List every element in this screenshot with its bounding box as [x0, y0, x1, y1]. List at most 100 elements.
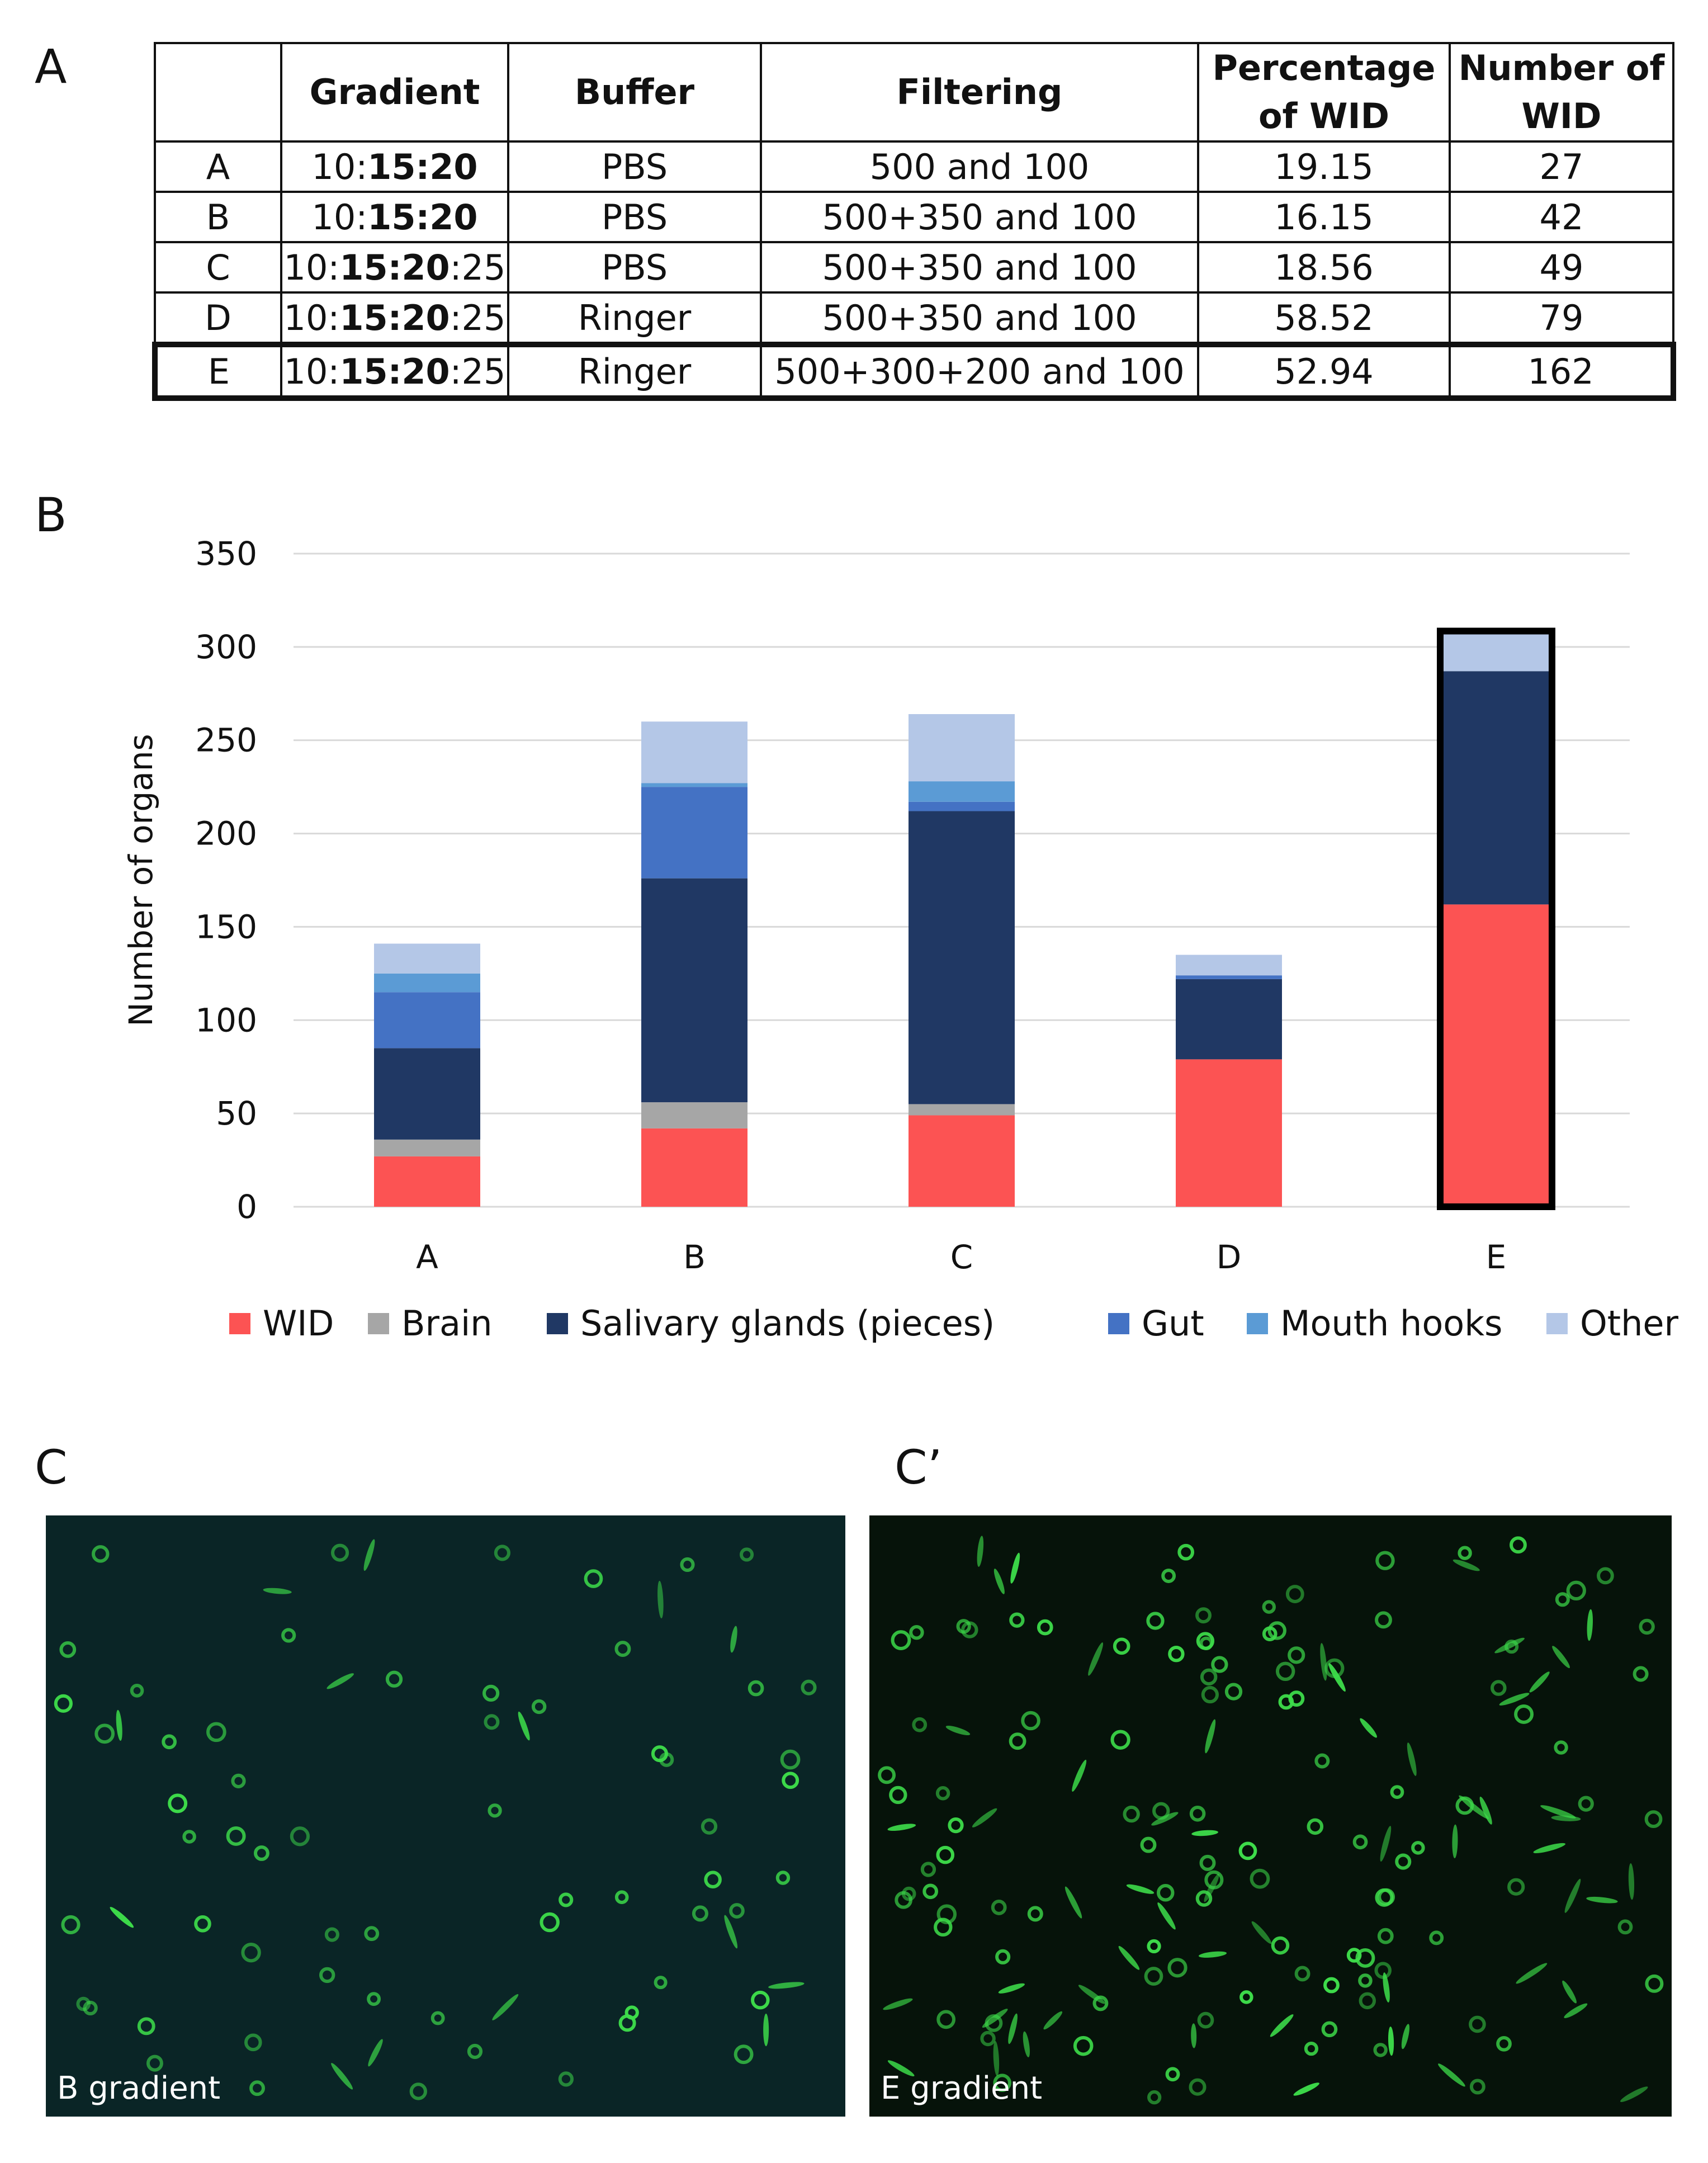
fluorescent-disc — [1496, 2036, 1512, 2052]
fluorescent-disc — [1510, 1536, 1527, 1554]
table-row: B 10:15:20 PBS 500+350 and 100 16.15 42 — [154, 191, 1674, 243]
fluorescent-disc — [730, 1626, 737, 1653]
fluorescent-disc — [94, 1723, 115, 1744]
gradient-cell: 10:15:20:25 — [280, 291, 509, 346]
fluorescent-disc — [1189, 2078, 1207, 2096]
fluorescent-disc — [162, 1734, 177, 1750]
fluorescent-disc — [1328, 1663, 1346, 1692]
fluorescent-disc — [1380, 1826, 1392, 1862]
fluorescent-disc — [1494, 1637, 1525, 1654]
y-tick-label: 200 — [195, 815, 257, 853]
fluorescent-disc — [1197, 2011, 1214, 2029]
fluorescent-disc — [484, 1714, 500, 1730]
fluorescent-disc — [364, 1926, 380, 1942]
y-tick-label: 300 — [195, 628, 257, 666]
filtering-cell: 500+300+200 and 100 — [760, 342, 1199, 401]
fluorescent-disc — [1529, 1671, 1550, 1693]
legend-label: WID — [263, 1303, 334, 1344]
fluorescent-disc — [1586, 1896, 1618, 1904]
bar-segment — [909, 801, 1015, 811]
fluorescent-disc — [1352, 1834, 1368, 1850]
number-cell: 49 — [1449, 241, 1674, 294]
bar-segment — [374, 973, 480, 993]
fluorescent-disc — [324, 1927, 339, 1942]
bar-segment — [374, 1048, 480, 1140]
highlight-box — [1437, 627, 1555, 1210]
fluorescent-disc — [887, 1824, 916, 1831]
fluorescent-disc — [1199, 1951, 1227, 1958]
fluorescent-disc — [1452, 1559, 1480, 1571]
fluorescent-disc — [1314, 1753, 1330, 1769]
fluorescent-disc — [558, 2071, 574, 2087]
bar-segment — [641, 787, 747, 879]
fluorescent-disc — [935, 1786, 950, 1801]
fluorescent-disc — [488, 1803, 502, 1818]
fluorescent-disc — [241, 1942, 261, 1963]
fluorescent-disc — [1320, 1643, 1327, 1681]
fluorescent-disc — [494, 1545, 510, 1561]
fluorescent-disc — [1375, 1551, 1395, 1570]
fluorescent-disc — [1346, 1948, 1362, 1963]
bar-segment — [909, 811, 1015, 1104]
fluorescent-disc — [1499, 1693, 1530, 1706]
y-tick-label: 100 — [195, 1001, 257, 1039]
fluorescent-disc — [982, 2009, 1008, 2028]
fluorescent-disc — [1411, 1841, 1425, 1855]
fluorescent-disc — [182, 1830, 196, 1844]
fluorescent-disc — [1088, 1642, 1104, 1676]
fluorescent-disc — [1321, 2021, 1338, 2038]
fluorescent-disc — [1270, 2014, 1294, 2037]
number-cell: 162 — [1449, 342, 1676, 401]
fluorescent-disc — [1628, 1863, 1635, 1900]
fluorescent-disc — [936, 2010, 956, 2029]
micrograph-image — [54, 1539, 817, 2100]
fluorescent-disc — [1224, 1683, 1243, 1701]
fluorescent-disc — [980, 2030, 996, 2047]
x-tick-label: A — [416, 1238, 438, 1276]
fluorescent-disc — [734, 2044, 754, 2065]
fluorescent-disc — [253, 1845, 269, 1861]
gradient-cell: 10:15:20 — [280, 140, 509, 193]
fluorescent-disc — [281, 1628, 296, 1643]
row-id-cell: A — [154, 140, 282, 193]
fluorescent-disc — [1554, 1740, 1568, 1755]
fluorescent-disc — [1429, 1930, 1444, 1945]
fluorescent-disc — [1491, 1680, 1507, 1696]
fluorescent-disc — [1374, 1962, 1392, 1979]
fluorescent-disc — [934, 1918, 953, 1937]
bar-segment — [1176, 1059, 1282, 1207]
fluorescent-disc — [1165, 2067, 1180, 2082]
fluorescent-disc — [1027, 1906, 1043, 1922]
fluorescent-disc — [1516, 1963, 1548, 1984]
fluorescent-disc — [1323, 1977, 1340, 1994]
fluorescent-disc — [1167, 1958, 1187, 1978]
gradient-part: :25 — [450, 351, 506, 392]
fluorescent-disc — [1199, 1854, 1216, 1871]
legend-label: Brain — [401, 1303, 493, 1344]
fluorescent-disc — [368, 2039, 383, 2067]
panel-label-c: C — [35, 1440, 68, 1495]
bar-segment — [641, 878, 747, 1103]
fluorescent-disc — [1195, 1890, 1213, 1907]
row-id-cell: C — [154, 241, 282, 294]
fluorescent-disc — [889, 1786, 907, 1805]
bar-segment — [374, 943, 480, 974]
gradient-part-bold: 15:20 — [339, 297, 450, 338]
fluorescent-disc — [1043, 2011, 1063, 2030]
fluorescent-disc — [1118, 1945, 1140, 1970]
gradient-cell: 10:15:20 — [280, 191, 509, 243]
table-header-cell: Percentage of WID — [1197, 42, 1451, 143]
gradient-part-bold: 15:20 — [339, 247, 450, 288]
fluorescent-disc — [972, 1808, 997, 1827]
gradient-part: :25 — [450, 247, 506, 288]
fluorescent-disc — [614, 1890, 629, 1905]
fluorescent-disc — [1009, 1732, 1026, 1750]
fluorescent-disc — [1262, 1600, 1276, 1614]
fluorescent-disc — [1199, 1636, 1213, 1651]
fluorescent-disc — [618, 2014, 636, 2032]
fluorescent-disc — [1168, 1645, 1185, 1663]
fluorescent-disc — [409, 2082, 427, 2100]
table-header-cell: Number of WID — [1449, 42, 1674, 143]
number-cell: 42 — [1449, 191, 1674, 243]
fluorescent-disc — [1355, 1948, 1375, 1968]
